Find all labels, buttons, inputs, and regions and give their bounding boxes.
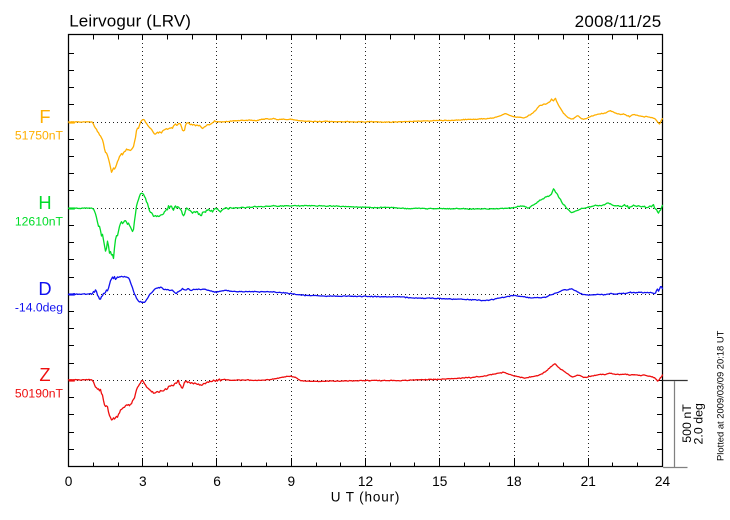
- svg-text:D: D: [38, 278, 51, 299]
- svg-text:Leirvogur (LRV): Leirvogur (LRV): [69, 12, 191, 31]
- svg-text:Z: Z: [39, 364, 50, 385]
- svg-text:3: 3: [139, 474, 147, 489]
- svg-text:51750nT: 51750nT: [15, 129, 64, 143]
- svg-text:12: 12: [358, 474, 373, 489]
- svg-text:F: F: [39, 106, 50, 127]
- svg-text:U T (hour): U T (hour): [331, 489, 401, 504]
- svg-text:Plotted at 2009/03/09 20:18 UT: Plotted at 2009/03/09 20:18 UT: [715, 330, 726, 461]
- svg-text:24: 24: [655, 474, 671, 489]
- svg-text:50190nT: 50190nT: [15, 387, 64, 401]
- svg-text:H: H: [38, 192, 51, 213]
- svg-text:500 nT: 500 nT: [680, 404, 694, 443]
- svg-text:21: 21: [581, 474, 596, 489]
- svg-text:2.0 deg: 2.0 deg: [691, 403, 705, 444]
- svg-text:18: 18: [506, 474, 522, 489]
- svg-text:15: 15: [432, 474, 448, 489]
- svg-text:2008/11/25: 2008/11/25: [575, 12, 662, 31]
- svg-text:6: 6: [213, 474, 221, 489]
- svg-text:-14.0deg: -14.0deg: [15, 301, 63, 315]
- svg-text:0: 0: [65, 474, 73, 489]
- svg-text:12610nT: 12610nT: [15, 215, 64, 229]
- svg-text:9: 9: [287, 474, 295, 489]
